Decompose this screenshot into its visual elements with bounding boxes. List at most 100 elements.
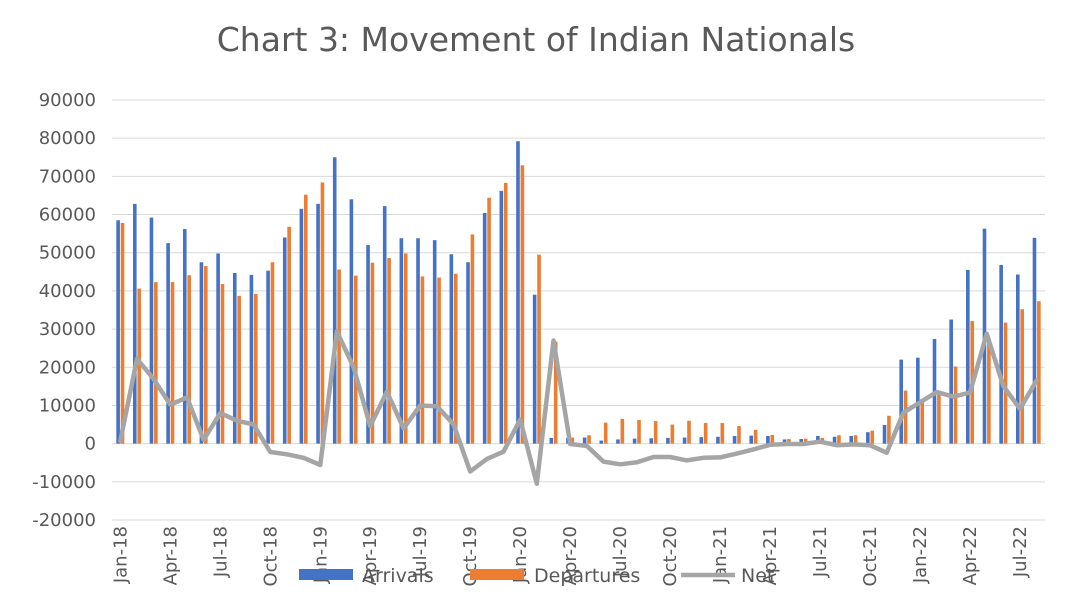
bar-departures <box>487 197 491 444</box>
x-tick-label: Apr-20 <box>560 526 581 585</box>
bar-departures <box>170 282 175 444</box>
bar-arrivals <box>166 243 170 444</box>
x-tick-label: Oct-21 <box>860 526 881 587</box>
bar-departures <box>887 415 891 444</box>
bar-arrivals <box>432 240 437 444</box>
legend: Arrivals Departures Net <box>299 565 774 587</box>
bar-departures <box>370 262 375 444</box>
y-tick-label: 90000 <box>39 90 96 111</box>
y-tick-label: 40000 <box>39 281 96 302</box>
x-tick-label: Jul-19 <box>410 526 431 578</box>
bar-arrivals <box>732 436 737 444</box>
bar-departures <box>537 254 541 444</box>
y-tick-label: 10000 <box>39 395 96 416</box>
y-tick-label: 30000 <box>39 319 96 340</box>
bar-arrivals <box>649 438 654 444</box>
bar-arrivals <box>516 141 520 444</box>
bar-departures <box>353 275 358 444</box>
y-tick-label: 70000 <box>39 166 96 187</box>
bar-arrivals <box>616 439 620 444</box>
x-tick-label: Apr-21 <box>760 526 781 585</box>
legend-label-net: Net <box>741 565 774 587</box>
bar-arrivals <box>549 437 554 444</box>
bar-departures <box>570 437 575 444</box>
bar-departures <box>953 366 958 444</box>
bar-arrivals <box>866 432 870 444</box>
bar-departures <box>870 430 875 444</box>
bar-departures <box>1037 301 1041 444</box>
bar-arrivals <box>482 213 487 444</box>
y-tick-label: 50000 <box>39 243 96 264</box>
bar-arrivals <box>382 206 387 444</box>
bar-departures <box>204 266 208 444</box>
chart-title: Chart 3: Movement of Indian Nationals <box>217 20 855 59</box>
bar-departures <box>220 284 225 444</box>
bar-departures <box>937 390 941 444</box>
x-tick-label: Apr-22 <box>960 526 981 585</box>
bar-departures <box>787 439 791 444</box>
bar-arrivals <box>132 203 137 444</box>
bar-arrivals <box>682 437 687 444</box>
bar-arrivals <box>699 437 704 444</box>
x-tick-label: Jan-22 <box>910 526 931 584</box>
x-tick-label: Jul-18 <box>210 526 231 578</box>
x-axis-tick-labels: Jan-18 Apr-18 Jul-18 Oct-18 Jan-19 Apr-19 Jul-… <box>110 526 1031 587</box>
x-tick-label: Apr-18 <box>160 526 181 585</box>
bar-arrivals <box>499 190 504 444</box>
legend-swatch-arrivals <box>299 569 353 580</box>
bar-arrivals <box>282 237 287 444</box>
bar-arrivals <box>832 436 837 444</box>
bar-arrivals <box>532 294 537 444</box>
bar-arrivals <box>966 269 970 444</box>
legend-swatch-departures <box>470 569 524 580</box>
bar-arrivals <box>882 424 887 444</box>
bar-departures <box>403 253 408 444</box>
bar-departures <box>503 182 508 444</box>
bar-arrivals <box>949 319 953 444</box>
bar-arrivals <box>366 245 370 444</box>
bar-departures <box>603 422 608 444</box>
bar-departures <box>453 273 458 444</box>
bar-departures <box>837 435 841 444</box>
bar-arrivals <box>266 270 270 444</box>
bar-arrivals <box>216 253 220 444</box>
bar-arrivals <box>782 439 787 444</box>
bar-arrivals <box>766 436 770 444</box>
bar-arrivals <box>999 264 1003 444</box>
bar-departures <box>903 390 908 444</box>
bar-arrivals <box>399 238 404 444</box>
bar-arrivals <box>799 439 804 444</box>
legend-label-arrivals: Arrivals <box>362 565 434 587</box>
bar-departures <box>987 338 991 444</box>
bar-arrivals <box>332 157 337 444</box>
bar-arrivals <box>716 436 720 444</box>
bars <box>116 141 1041 444</box>
bar-departures <box>920 398 925 444</box>
bar-departures <box>254 293 258 444</box>
x-tick-label: Jul-21 <box>810 526 831 578</box>
bar-arrivals <box>749 435 754 444</box>
bar-departures <box>237 295 241 444</box>
x-tick-label: Jul-20 <box>610 526 631 578</box>
bar-arrivals <box>899 359 903 444</box>
bar-arrivals <box>1016 274 1020 444</box>
legend-label-departures: Departures <box>534 565 640 587</box>
bar-departures <box>737 426 741 444</box>
bar-arrivals <box>316 203 320 444</box>
x-tick-label: Jan-18 <box>110 526 131 584</box>
bar-departures <box>437 277 441 444</box>
series-line-net <box>118 329 1039 486</box>
bar-departures <box>853 435 858 444</box>
bar-arrivals <box>149 217 154 444</box>
bar-arrivals <box>666 437 670 444</box>
bar-departures <box>470 234 475 444</box>
bar-departures <box>303 194 308 444</box>
bar-departures <box>687 420 691 444</box>
y-tick-label: 20000 <box>39 357 96 378</box>
bar-arrivals <box>199 262 204 444</box>
x-tick-label: Oct-20 <box>660 526 681 587</box>
bar-departures <box>154 282 158 444</box>
bar-departures <box>287 226 291 444</box>
bar-departures <box>1003 322 1008 444</box>
bar-arrivals <box>582 437 587 444</box>
